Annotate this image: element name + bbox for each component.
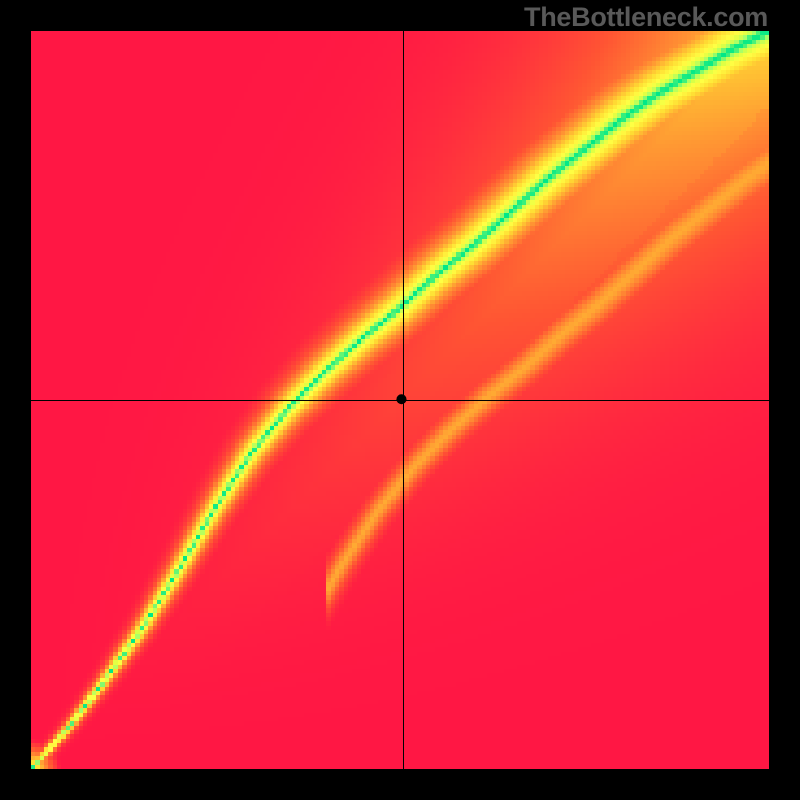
watermark-text: TheBottleneck.com <box>524 2 768 33</box>
heatmap-plot <box>0 0 800 800</box>
chart-container: TheBottleneck.com <box>0 0 800 800</box>
